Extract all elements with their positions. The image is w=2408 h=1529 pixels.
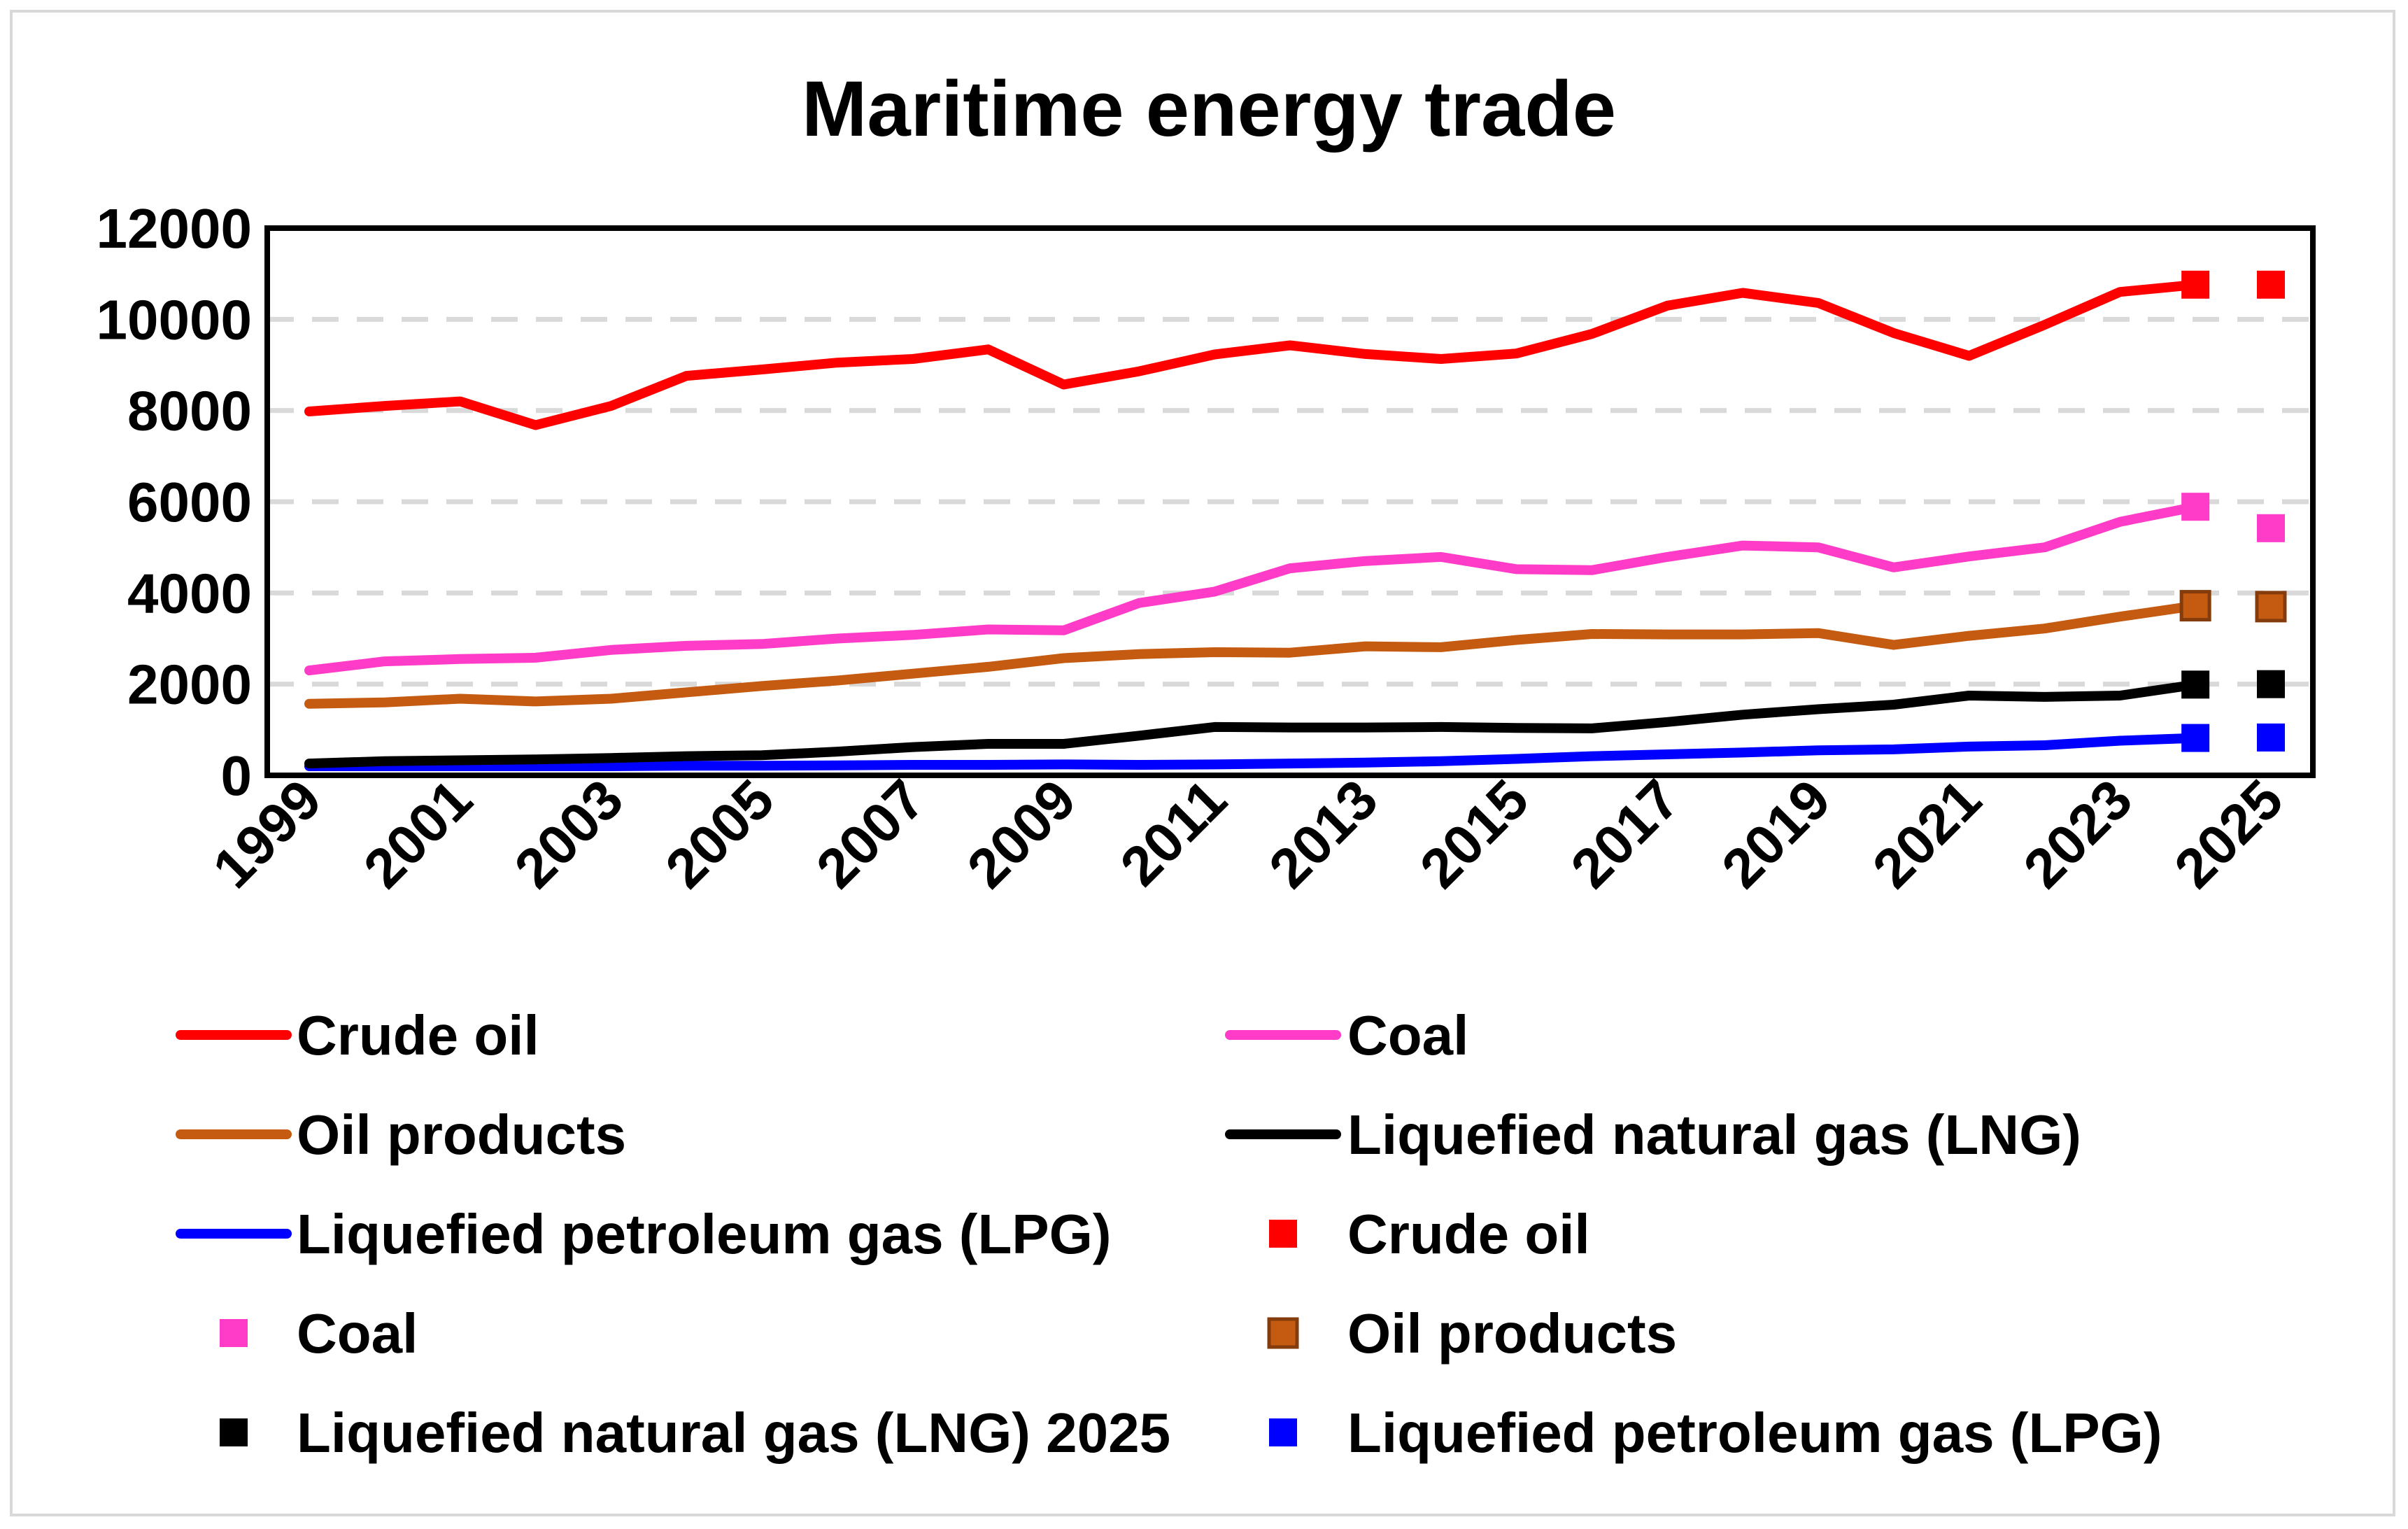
- legend-label: Crude oil: [1347, 1203, 1590, 1265]
- legend-swatch-marker-liquefied-petroleum-gas-lpg-: [1269, 1418, 1297, 1446]
- legend-label: Coal: [297, 1302, 418, 1365]
- y-tick-label: 8000: [127, 380, 252, 442]
- y-tick-label: 10000: [97, 288, 252, 351]
- series-line-coal: [304, 502, 2201, 676]
- marker-coal-2024: [2181, 493, 2210, 521]
- series-markers: [2179, 270, 2287, 752]
- marker-liquefied-natural-gas-lng-2025-2025: [2257, 670, 2285, 698]
- series-line-liquefied-petroleum-gas-lpg-: [304, 733, 2201, 771]
- x-tick-label: 2017: [1559, 768, 1691, 900]
- series-lines: [304, 279, 2201, 771]
- legend-swatch-marker-liquefied-natural-gas-lng-2025: [220, 1418, 248, 1446]
- x-tick-label: 2023: [2012, 768, 2144, 900]
- x-tick-label: 2005: [653, 768, 786, 900]
- marker-coal-2025: [2257, 514, 2285, 542]
- x-tick-label: 2015: [1408, 768, 1541, 900]
- marker-liquefied-petroleum-gas-lpg--2024: [2181, 724, 2210, 752]
- y-tick-label: 4000: [127, 562, 252, 624]
- marker-liquefied-petroleum-gas-lpg--2025: [2257, 723, 2285, 752]
- chart-svg: Maritime energy trade 0 2000 4000 6000 8000 1…: [97, 65, 2316, 1464]
- legend-label: Liquefied natural gas (LNG): [1347, 1104, 2081, 1166]
- series-line-liquefied-natural-gas-lng-: [304, 679, 2201, 769]
- legend-swatch-marker-crude-oil: [1269, 1220, 1297, 1248]
- x-tick-label: 2007: [805, 768, 937, 900]
- legend-label: Coal: [1347, 1004, 1468, 1066]
- legend-label: Liquefied petroleum gas (LPG): [1347, 1402, 2162, 1464]
- plot-area-border: [264, 225, 2316, 778]
- x-axis-ticks: 1999 2001 2003 2005 2007 2009 2011 2013 2015 2017…: [201, 768, 2295, 900]
- x-tick-label: 2011: [1109, 768, 1239, 898]
- y-tick-label: 2000: [127, 654, 252, 716]
- x-tick-label: 2021: [1861, 768, 1993, 900]
- y-tick-label: 6000: [127, 471, 252, 533]
- legend-label: Oil products: [297, 1104, 626, 1166]
- marker-crude-oil-2025: [2257, 270, 2285, 299]
- legend-swatch-marker-oil-products: [1267, 1317, 1299, 1349]
- marker-liquefied-natural-gas-lng-2025-2024: [2181, 670, 2210, 699]
- y-tick-label: 0: [221, 745, 253, 807]
- legend-label: Liquefied natural gas (LNG) 2025: [297, 1402, 1170, 1464]
- x-tick-label: 2009: [956, 768, 1088, 900]
- x-tick-label: 2025: [2162, 768, 2295, 900]
- marker-oil-products-2024: [2179, 590, 2211, 622]
- chart-frame: Maritime energy trade 0 2000 4000 6000 8000 1…: [10, 10, 2395, 1516]
- series-line-oil-products: [304, 600, 2201, 709]
- x-tick-label: 2013: [1257, 768, 1389, 900]
- marker-crude-oil-2024: [2181, 270, 2210, 299]
- legend: Crude oil Coal Oil products Liquefied natur…: [176, 1004, 2162, 1464]
- x-tick-label: 2019: [1710, 768, 1842, 900]
- series-line-crude-oil: [304, 279, 2201, 430]
- y-tick-label: 12000: [97, 197, 252, 260]
- legend-label: Crude oil: [297, 1004, 539, 1066]
- gridlines: [267, 316, 2313, 687]
- x-tick-label: 2003: [503, 768, 635, 900]
- marker-oil-products-2025: [2255, 591, 2287, 623]
- legend-swatch-marker-coal: [220, 1319, 248, 1347]
- legend-label: Liquefied petroleum gas (LPG): [297, 1203, 1112, 1265]
- y-axis-ticks: 0 2000 4000 6000 8000 10000 12000: [97, 197, 252, 807]
- x-tick-label: 2001: [352, 768, 484, 900]
- legend-label: Oil products: [1347, 1302, 1677, 1365]
- chart-title: Maritime energy trade: [802, 65, 1616, 153]
